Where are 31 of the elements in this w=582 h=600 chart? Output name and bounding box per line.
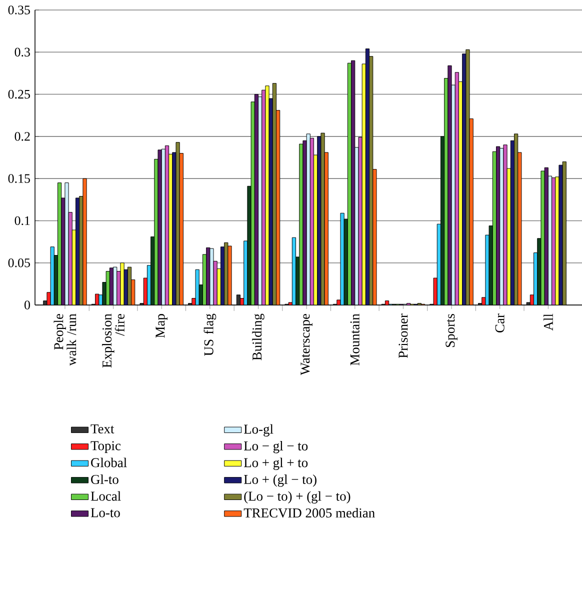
- legend-label: Lo-gl: [244, 424, 274, 436]
- x-tick-label: Car: [495, 314, 504, 332]
- x-tick-label: Mountain: [350, 314, 360, 366]
- x-tick-label: US flag: [204, 314, 216, 356]
- y-tick-label: 0.15: [8, 174, 30, 183]
- legend-label: Lo + gl + to: [244, 458, 308, 470]
- y-tick-label: 0.05: [8, 258, 30, 268]
- y-tick-label: 0.25: [8, 90, 30, 99]
- x-tick-label: Map: [156, 314, 168, 338]
- y-tick-label: 0.2: [14, 132, 30, 141]
- y-tick-label: 0: [24, 300, 30, 310]
- legend-label: Text: [90, 424, 114, 434]
- x-tick-label: Sports: [446, 314, 458, 347]
- legend-label: Local: [90, 491, 121, 501]
- y-tick-label: 0.35: [8, 6, 30, 14]
- x-tick-label: Waterscape: [300, 314, 312, 376]
- legend-label: Lo-to: [90, 508, 120, 518]
- x-tick-label: People walk /run: [54, 314, 76, 366]
- legend-label: Gl-to: [91, 474, 118, 484]
- x-tick-label: Prisoner: [398, 314, 408, 358]
- legend-label: Global: [91, 458, 127, 468]
- legend-label: (Lo − to) + (gl − to): [244, 491, 350, 504]
- y-tick-label: 0.1: [14, 216, 30, 226]
- legend-label: TRECVID 2005 median: [244, 508, 375, 518]
- legend-label: Lo − gl − to: [244, 441, 308, 454]
- x-tick-label: Explosion /fire: [102, 314, 124, 368]
- legend-label: Lo + (gl − to): [244, 474, 316, 487]
- x-tick-label: Building: [252, 314, 264, 360]
- x-tick-label: All: [544, 314, 553, 331]
- y-tick-label: 0.3: [14, 48, 30, 57]
- legend-label: Topic: [90, 441, 121, 453]
